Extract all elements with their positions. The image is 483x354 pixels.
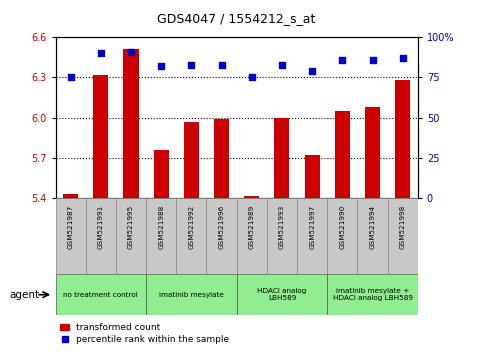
Bar	[154, 150, 169, 198]
Bar	[305, 155, 320, 198]
Bar	[365, 107, 380, 198]
Point	[127, 49, 135, 55]
Bar	[116, 198, 146, 274]
Point	[399, 55, 407, 61]
Bar	[237, 274, 327, 315]
Point	[97, 51, 105, 56]
Text: GSM521989: GSM521989	[249, 204, 255, 249]
Bar	[214, 119, 229, 198]
Bar	[335, 111, 350, 198]
Bar	[207, 198, 237, 274]
Bar	[176, 198, 207, 274]
Text: GSM521988: GSM521988	[158, 204, 164, 249]
Bar	[244, 195, 259, 198]
Text: imatinib mesylate: imatinib mesylate	[159, 292, 224, 298]
Bar	[124, 49, 139, 198]
Point	[308, 68, 316, 74]
Text: HDACi analog
LBH589: HDACi analog LBH589	[257, 288, 307, 301]
Text: GSM521996: GSM521996	[219, 204, 225, 249]
Text: GSM521994: GSM521994	[369, 204, 375, 249]
Bar	[56, 198, 86, 274]
Bar	[388, 198, 418, 274]
Text: GSM521998: GSM521998	[400, 204, 406, 249]
Point	[369, 57, 376, 63]
Bar	[56, 274, 146, 315]
Bar	[146, 198, 176, 274]
Text: GDS4047 / 1554212_s_at: GDS4047 / 1554212_s_at	[157, 12, 316, 25]
Point	[67, 75, 74, 80]
Bar	[357, 198, 388, 274]
Point	[218, 62, 226, 67]
Text: GSM521997: GSM521997	[309, 204, 315, 249]
Point	[187, 62, 195, 67]
Bar	[63, 194, 78, 198]
Text: agent: agent	[10, 290, 40, 300]
Text: GSM521995: GSM521995	[128, 204, 134, 249]
Text: imatinib mesylate +
HDACi analog LBH589: imatinib mesylate + HDACi analog LBH589	[332, 288, 412, 301]
Text: GSM521991: GSM521991	[98, 204, 104, 249]
Bar	[297, 198, 327, 274]
Text: GSM521987: GSM521987	[68, 204, 73, 249]
Point	[339, 57, 346, 63]
Bar	[327, 198, 357, 274]
Bar	[395, 80, 410, 198]
Legend: transformed count, percentile rank within the sample: transformed count, percentile rank withi…	[60, 323, 229, 344]
Bar	[146, 274, 237, 315]
Bar	[237, 198, 267, 274]
Point	[157, 63, 165, 69]
Point	[248, 75, 256, 80]
Point	[278, 62, 286, 67]
Bar	[274, 118, 289, 198]
Text: no treatment control: no treatment control	[63, 292, 138, 298]
Bar	[86, 198, 116, 274]
Text: GSM521993: GSM521993	[279, 204, 285, 249]
Bar	[93, 75, 108, 198]
Bar	[327, 274, 418, 315]
Text: GSM521992: GSM521992	[188, 204, 194, 249]
Bar	[184, 122, 199, 198]
Bar	[267, 198, 297, 274]
Text: GSM521990: GSM521990	[340, 204, 345, 249]
